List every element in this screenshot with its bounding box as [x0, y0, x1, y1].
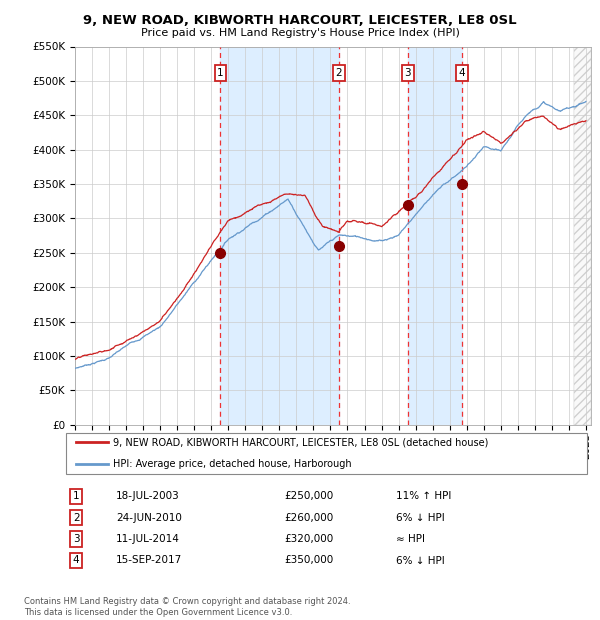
Text: £320,000: £320,000 [285, 534, 334, 544]
Text: 3: 3 [404, 68, 411, 78]
Text: Contains HM Land Registry data © Crown copyright and database right 2024.
This d: Contains HM Land Registry data © Crown c… [24, 598, 350, 617]
Text: 15-SEP-2017: 15-SEP-2017 [116, 556, 182, 565]
Text: ≈ HPI: ≈ HPI [395, 534, 425, 544]
Bar [574, 46, 591, 425]
Text: £350,000: £350,000 [285, 556, 334, 565]
Text: £250,000: £250,000 [285, 491, 334, 502]
Text: 4: 4 [458, 68, 465, 78]
Text: 1: 1 [73, 491, 80, 502]
Text: 6% ↓ HPI: 6% ↓ HPI [395, 513, 445, 523]
Text: 6% ↓ HPI: 6% ↓ HPI [395, 556, 445, 565]
Text: 11% ↑ HPI: 11% ↑ HPI [395, 491, 451, 502]
Text: 9, NEW ROAD, KIBWORTH HARCOURT, LEICESTER, LE8 0SL: 9, NEW ROAD, KIBWORTH HARCOURT, LEICESTE… [83, 14, 517, 27]
Text: 18-JUL-2003: 18-JUL-2003 [116, 491, 179, 502]
Bar [574, 46, 591, 425]
Text: 11-JUL-2014: 11-JUL-2014 [116, 534, 179, 544]
Text: 1: 1 [217, 68, 224, 78]
Text: 24-JUN-2010: 24-JUN-2010 [116, 513, 182, 523]
Text: Price paid vs. HM Land Registry's House Price Index (HPI): Price paid vs. HM Land Registry's House … [140, 28, 460, 38]
Text: HPI: Average price, detached house, Harborough: HPI: Average price, detached house, Harb… [113, 459, 352, 469]
Text: £260,000: £260,000 [285, 513, 334, 523]
Text: 2: 2 [73, 513, 80, 523]
Bar [220, 46, 338, 425]
Text: 4: 4 [73, 556, 80, 565]
Text: 3: 3 [73, 534, 80, 544]
Text: 2: 2 [335, 68, 342, 78]
Text: 9, NEW ROAD, KIBWORTH HARCOURT, LEICESTER, LE8 0SL (detached house): 9, NEW ROAD, KIBWORTH HARCOURT, LEICESTE… [113, 437, 488, 447]
Bar [407, 46, 462, 425]
FancyBboxPatch shape [65, 433, 587, 474]
